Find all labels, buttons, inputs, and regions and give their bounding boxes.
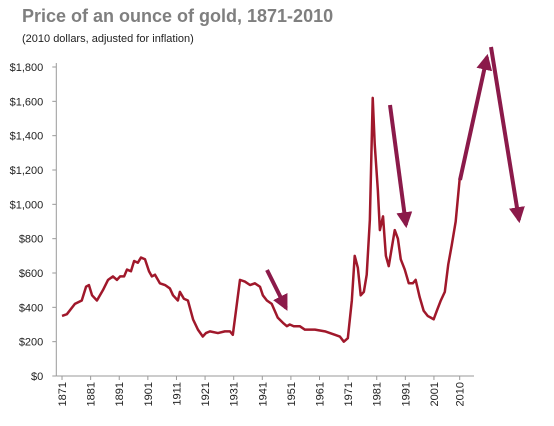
annotation-arrows [265,46,525,311]
chart-title: Price of an ounce of gold, 1871-2010 [22,6,333,26]
x-tick-label: 1891 [114,382,126,406]
x-tick-label: 1931 [229,382,241,406]
y-tick-label: $600 [19,268,43,280]
x-tick-label: 2001 [429,382,441,406]
x-tick-label: 1911 [171,382,183,406]
plot-area: $0 $200 $400 $600 $800 $1,000 $1,200 $1,400 $1,6… [10,62,474,406]
arrow [265,269,288,311]
x-tick-label: 1881 [86,382,98,406]
x-tick-label: 1981 [372,382,384,406]
y-tick-label: $0 [31,371,43,383]
arrow [388,104,413,229]
y-tick-label: $400 [19,302,43,314]
y-tick-label: $1,400 [10,131,44,143]
x-tick-label: 1971 [343,382,355,406]
arrow [458,53,493,181]
x-tick-label: 1951 [286,382,298,406]
x-tick-label: 1901 [143,382,155,406]
y-tick-label: $200 [19,337,43,349]
y-tick-label: $1,600 [10,96,44,108]
x-tick-label: 1871 [57,382,69,406]
arrow [489,46,525,224]
x-tick-label: 1961 [315,382,327,406]
y-tick-label: $1,000 [10,199,44,211]
x-tick-label: 1921 [200,382,212,406]
x-tick-label: 1941 [257,382,269,406]
y-tick-label: $800 [19,234,43,246]
x-tick-label: 1991 [400,382,412,406]
x-tick-label: 2010 [455,382,467,406]
chart-subtitle: (2010 dollars, adjusted for inflation) [22,33,194,45]
price-line [61,96,461,343]
y-tick-label: $1,800 [10,62,44,74]
y-tick-label: $1,200 [10,165,44,177]
